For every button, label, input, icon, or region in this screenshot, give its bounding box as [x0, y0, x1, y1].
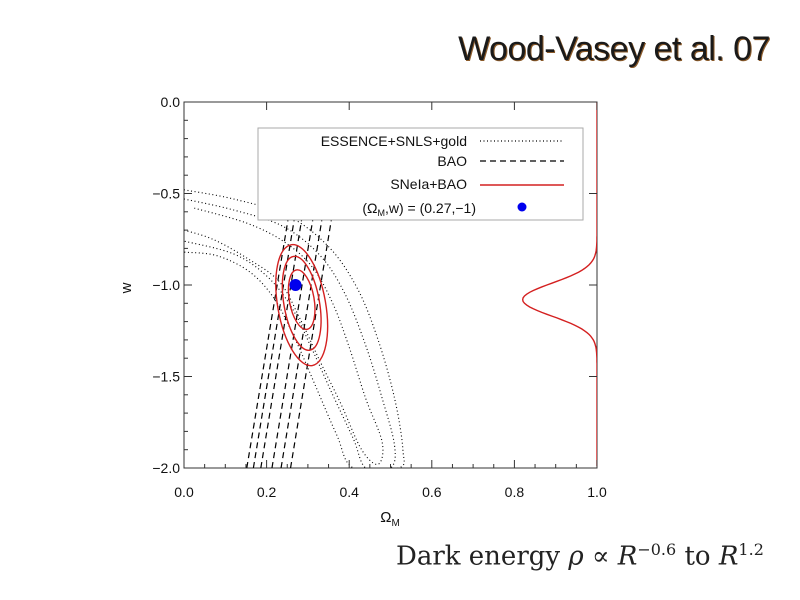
bao-contours: [246, 211, 334, 468]
bao-band-3-left: [246, 211, 290, 468]
sn-contours: [184, 189, 405, 468]
slide-caption: Dark energy ρ ∝ R−0.6 to R1.2: [396, 540, 796, 572]
y-tick-label: −1.5: [152, 369, 180, 385]
bao-band-1-left: [260, 211, 304, 468]
x-axis-label-sub: M: [391, 518, 399, 529]
caption-r1: R: [617, 541, 638, 572]
w-posterior-curve: [521, 102, 597, 467]
sn-contour-1: [184, 207, 384, 466]
slide-title: Wood-Vasey et al. 07: [458, 30, 770, 68]
axis-ticks: 0.0 0.2 0.4 0.6 0.8 1.0 0.0 −0.5 −1.0 −1.5 −2.0: [152, 94, 607, 500]
reference-point: [289, 279, 302, 291]
legend-label-reference: (ΩM,w) = (0.27,−1): [362, 200, 476, 218]
y-tick-label: 0.0: [161, 94, 181, 110]
legend-marker-reference: [517, 202, 527, 212]
combined-contour-3: [275, 243, 329, 367]
caption-exp1: −0.6: [637, 540, 677, 559]
combined-contour-2: [281, 255, 322, 351]
x-axis-label: ΩM: [380, 509, 400, 529]
legend-label-combined: SNeIa+BAO: [390, 176, 467, 192]
x-tick-label: 1.0: [587, 484, 607, 500]
legend-label-bao: BAO: [437, 153, 467, 169]
caption-rho: ρ: [568, 541, 584, 572]
y-tick-label: −2.0: [152, 460, 180, 476]
w-posterior: [521, 102, 597, 467]
bao-band-2-left: [252, 211, 297, 468]
caption-propto: ∝: [583, 541, 618, 572]
caption-middle: to: [676, 541, 719, 572]
x-tick-label: 0.8: [505, 484, 525, 500]
legend-box: [257, 127, 584, 221]
y-axis-label: w: [118, 282, 135, 294]
sn-contour-3: [184, 189, 405, 468]
y-tick-label: −0.5: [152, 186, 180, 202]
bao-band-2-right: [280, 211, 324, 468]
combined-contours: [275, 243, 329, 367]
bao-band-3-right: [289, 211, 334, 468]
x-axis-label-main: Ω: [380, 509, 391, 526]
x-tick-label: 0.2: [257, 484, 277, 500]
y-tick-label: −1.0: [152, 277, 180, 293]
x-tick-label: 0.0: [174, 484, 194, 500]
bao-band-1-right: [271, 211, 315, 468]
caption-exp2: 1.2: [738, 540, 764, 559]
legend-label-essence: ESSENCE+SNLS+gold: [321, 133, 467, 149]
legend: ESSENCE+SNLS+gold BAO SNeIa+BAO (ΩM,w) =…: [257, 127, 584, 221]
caption-prefix: Dark energy: [396, 541, 569, 572]
x-tick-label: 0.6: [422, 484, 442, 500]
reference-point-layer: [289, 279, 302, 291]
sn-contour-2: [184, 198, 396, 468]
x-tick-label: 0.4: [339, 484, 359, 500]
caption-r2: R: [718, 541, 739, 572]
combined-contour-1: [287, 269, 316, 331]
